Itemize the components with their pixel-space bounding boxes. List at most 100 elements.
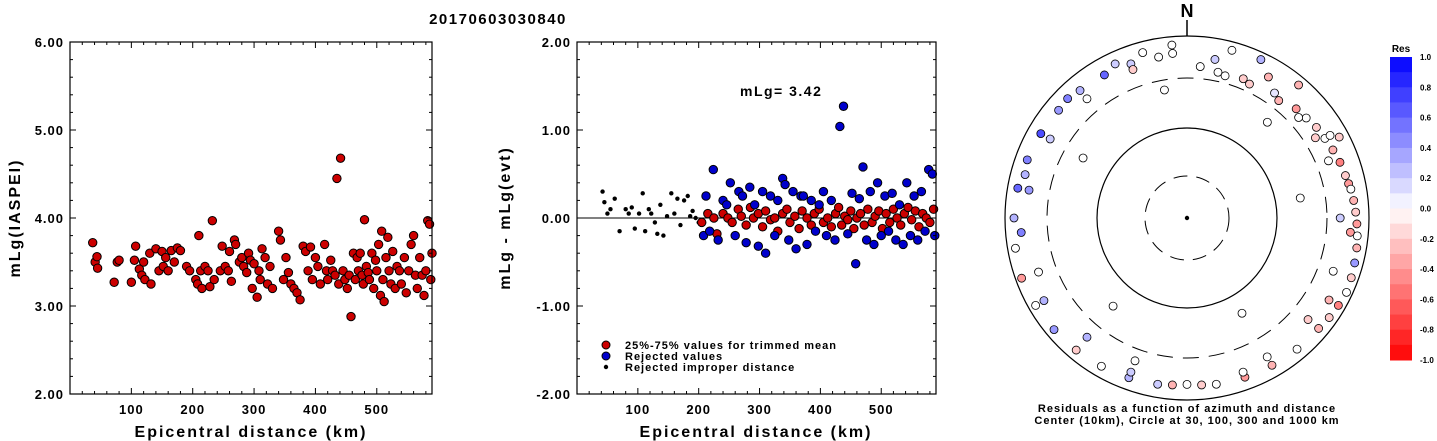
middle-point-improper-15 xyxy=(652,220,658,225)
polar-point-5 xyxy=(1312,122,1321,132)
middle-xtick-label-3: 400 xyxy=(808,402,833,417)
polar-point-26 xyxy=(1211,379,1221,389)
left-xtick-label-2: 300 xyxy=(242,402,267,417)
polar-point-32 xyxy=(1097,361,1106,371)
polar-point-36 xyxy=(1017,273,1027,283)
left-point-trimmed-82 xyxy=(326,255,336,265)
polar-center xyxy=(1184,215,1190,221)
middle-point-rejected-34 xyxy=(830,235,840,245)
middle-point-rejected-8 xyxy=(730,230,740,241)
left-point-trimmed-64 xyxy=(278,274,289,285)
middle-point-improper-4 xyxy=(612,196,617,201)
left-point-trimmed-23 xyxy=(169,257,180,267)
middle-point-rejected-22 xyxy=(784,235,794,245)
left-point-trimmed-85 xyxy=(332,173,342,184)
middle-point-rejected-52 xyxy=(898,239,908,250)
ring-300km xyxy=(1046,77,1328,359)
colorbar-cell-4 xyxy=(1390,117,1412,134)
colorbar-cell-12 xyxy=(1390,238,1412,255)
left-point-trimmed-35 xyxy=(205,281,215,292)
left-point-trimmed-36 xyxy=(207,215,218,226)
left-point-trimmed-135 xyxy=(426,274,436,285)
middle-point-rejected-55 xyxy=(909,191,919,201)
left-point-trimmed-3 xyxy=(92,263,103,273)
left-point-trimmed-110 xyxy=(376,226,387,236)
colorbar-title: Res xyxy=(1392,44,1411,55)
north-label: N xyxy=(1181,1,1194,21)
left-ytick-label-2: 4.00 xyxy=(35,211,64,226)
middle-chart-points xyxy=(600,101,940,269)
middle-ytick-label-3: 1.00 xyxy=(542,123,571,138)
middle-point-rejected-37 xyxy=(843,229,853,239)
middle-point-trimmed-16 xyxy=(770,213,780,223)
middle-point-rejected-51 xyxy=(894,200,905,210)
polar-point-70 xyxy=(1078,153,1088,163)
polar-point-0 xyxy=(1213,67,1223,77)
polar-point-43 xyxy=(1075,86,1085,95)
colorbar-cell-11 xyxy=(1390,223,1412,240)
polar-point-76 xyxy=(1324,295,1334,305)
ring-1000km xyxy=(1004,35,1370,401)
left-point-trimmed-53 xyxy=(249,259,259,269)
left-point-trimmed-9 xyxy=(130,241,141,251)
colorbar-tick-1: 0.8 xyxy=(1420,83,1432,92)
polar-point-62 xyxy=(1024,185,1034,195)
middle-xtick-label-2: 300 xyxy=(747,402,772,417)
middle-point-rejected-31 xyxy=(818,186,829,197)
left-point-trimmed-43 xyxy=(226,276,237,287)
left-point-trimmed-52 xyxy=(247,283,257,294)
middle-point-trimmed-20 xyxy=(785,217,795,228)
middle-point-rejected-11 xyxy=(741,237,751,248)
middle-point-rejected-33 xyxy=(826,195,837,206)
middle-point-rejected-2 xyxy=(704,226,715,236)
left-point-trimmed-0 xyxy=(88,237,98,248)
polar-point-82 xyxy=(1063,94,1073,104)
left-point-trimmed-60 xyxy=(265,261,275,272)
polar-point-4 xyxy=(1301,113,1311,123)
legend-label-trimmed: 25%-75% values for trimmed mean xyxy=(625,340,837,352)
polar-point-69 xyxy=(1108,301,1118,311)
left-point-trimmed-121 xyxy=(396,279,407,289)
middle-point-improper-18 xyxy=(661,233,666,238)
colorbar-cell-14 xyxy=(1390,269,1412,285)
polar-point-57 xyxy=(1303,315,1313,324)
left-point-trimmed-6 xyxy=(114,255,124,265)
left-point-trimmed-20 xyxy=(161,252,171,263)
middle-chart-xlabel: Epicentral distance (km) xyxy=(640,424,873,441)
middle-point-trimmed-33 xyxy=(836,220,847,230)
polar-point-11 xyxy=(1346,184,1356,194)
left-point-trimmed-63 xyxy=(275,235,286,245)
colorbar-cell-2 xyxy=(1390,87,1412,103)
middle-point-rejected-35 xyxy=(835,121,845,132)
middle-point-trimmed-9 xyxy=(741,220,751,230)
middle-point-improper-24 xyxy=(681,198,687,203)
polar-point-66 xyxy=(1262,117,1272,127)
ring-30km xyxy=(1144,175,1230,261)
colorbar-cell-13 xyxy=(1390,253,1412,270)
left-chart-ticks: 100 200 300 400 500 2.00 3.00 4.00 5.00 6.00 xyxy=(35,35,432,417)
left-point-trimmed-8 xyxy=(129,255,140,265)
left-point-trimmed-76 xyxy=(310,252,321,263)
left-point-trimmed-4 xyxy=(109,277,119,287)
middle-point-improper-16 xyxy=(655,231,660,237)
middle-point-improper-12 xyxy=(642,229,648,234)
polar-point-52 xyxy=(1294,113,1304,122)
middle-point-trimmed-46 xyxy=(881,208,891,219)
polar-chart-points xyxy=(1009,40,1362,390)
polar-point-33 xyxy=(1071,345,1081,355)
left-point-trimmed-70 xyxy=(295,295,305,305)
polar-point-65 xyxy=(1128,65,1138,74)
middle-point-trimmed-8 xyxy=(736,211,746,221)
left-point-trimmed-12 xyxy=(138,257,149,267)
middle-point-rejected-46 xyxy=(876,230,886,241)
left-point-trimmed-73 xyxy=(303,266,313,276)
middle-point-rejected-12 xyxy=(745,182,755,192)
left-point-trimmed-107 xyxy=(372,266,382,276)
middle-point-trimmed-23 xyxy=(797,206,807,216)
left-point-trimmed-131 xyxy=(419,290,429,301)
left-point-trimmed-120 xyxy=(394,266,405,276)
colorbar-tick-0: 1.0 xyxy=(1420,53,1432,62)
colorbar-cell-1 xyxy=(1390,72,1412,88)
left-ytick-label-3: 5.00 xyxy=(35,123,64,138)
